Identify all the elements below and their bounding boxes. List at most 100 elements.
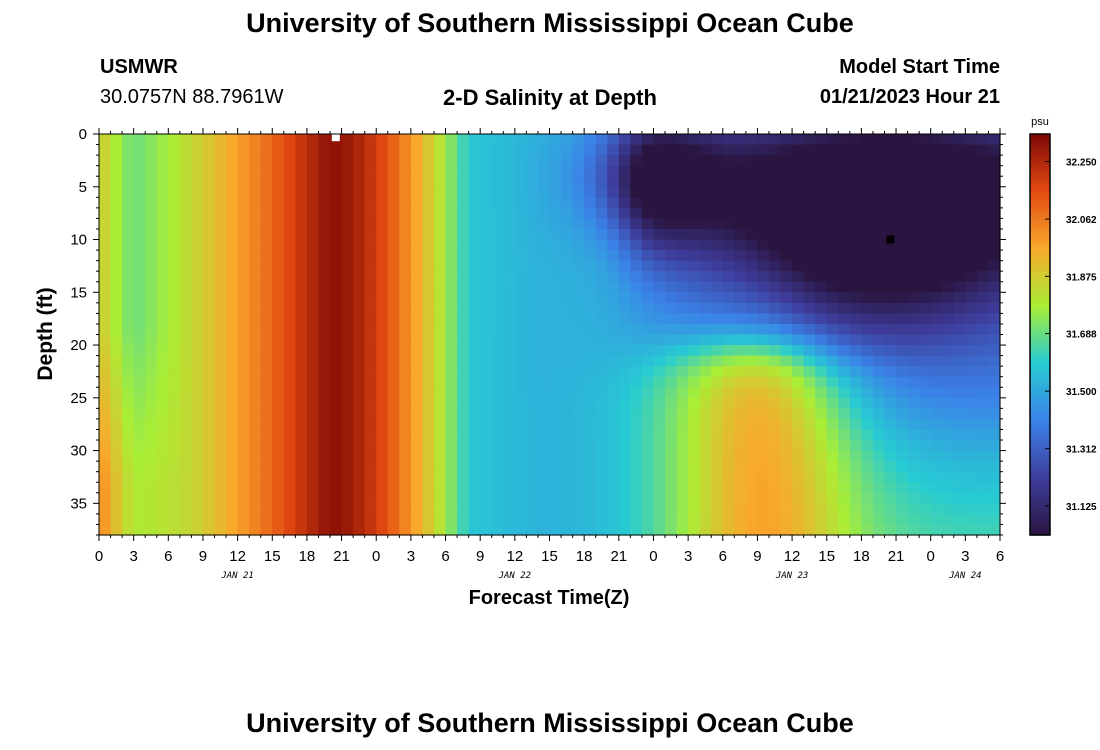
colorbar-segment	[1030, 287, 1050, 292]
heatmap-cell	[445, 429, 458, 441]
heatmap-cell	[872, 524, 886, 536]
x-tick-label: 21	[610, 548, 627, 565]
colorbar-segment	[1030, 134, 1050, 138]
heatmap-cell	[976, 144, 990, 156]
heatmap-cell	[341, 408, 354, 420]
heatmap-cell	[491, 461, 504, 473]
heatmap-cell	[803, 345, 816, 357]
heatmap-cell	[364, 228, 377, 241]
heatmap-cell	[480, 366, 493, 378]
heatmap-cell	[988, 207, 1001, 220]
heatmap-cell	[803, 429, 816, 441]
heatmap-cell	[202, 492, 216, 504]
heatmap-cell	[607, 228, 620, 241]
heatmap-cell	[445, 513, 458, 526]
heatmap-cell	[364, 376, 377, 388]
heatmap-cell	[942, 429, 955, 441]
heatmap-cell	[353, 513, 366, 526]
heatmap-cell	[549, 155, 562, 167]
heatmap-cell	[630, 271, 643, 283]
heatmap-cell	[861, 302, 874, 314]
heatmap-cell	[237, 408, 250, 420]
heatmap-cell	[457, 408, 470, 420]
heatmap-cell	[214, 292, 227, 304]
heatmap-cell	[561, 440, 574, 452]
heatmap-cell	[433, 387, 447, 399]
heatmap-cell	[930, 165, 943, 177]
heatmap-cell	[872, 376, 886, 388]
heatmap-cell	[919, 471, 932, 483]
heatmap-cell	[907, 429, 920, 441]
heatmap-cell	[965, 176, 978, 188]
heatmap-cell	[711, 155, 724, 167]
heatmap-cell	[930, 376, 943, 388]
heatmap-cell	[618, 397, 631, 409]
heatmap-cell	[976, 250, 990, 262]
heatmap-cell	[584, 302, 597, 314]
heatmap-cell	[491, 176, 504, 188]
heatmap-cell	[249, 482, 262, 494]
heatmap-cell	[468, 482, 481, 494]
heatmap-cell	[665, 165, 678, 177]
heatmap-cell	[387, 355, 400, 367]
heatmap-cell	[503, 197, 516, 209]
heatmap-cell	[202, 271, 216, 283]
heatmap-cell	[272, 471, 285, 483]
heatmap-cell	[699, 292, 712, 304]
heatmap-cell	[965, 450, 978, 462]
heatmap-cell	[618, 144, 631, 156]
heatmap-cell	[376, 345, 389, 357]
heatmap-cell	[318, 345, 331, 357]
heatmap-cell	[468, 429, 481, 441]
heatmap-cell	[214, 440, 227, 452]
heatmap-cell	[815, 355, 828, 367]
heatmap-cell	[768, 186, 782, 198]
heatmap-cell	[607, 524, 620, 536]
heatmap-cell	[745, 376, 759, 388]
heatmap-cell	[364, 513, 377, 526]
heatmap-cell	[341, 482, 354, 494]
heatmap-cell	[202, 450, 216, 462]
heatmap-cell	[387, 334, 400, 346]
heatmap-cell	[480, 397, 493, 409]
heatmap-cell	[156, 461, 169, 473]
heatmap-cell	[803, 218, 816, 230]
heatmap-cell	[306, 418, 320, 431]
heatmap-cell	[537, 218, 551, 230]
heatmap-cell	[826, 186, 839, 198]
heatmap-cell	[792, 429, 805, 441]
heatmap-cell	[768, 492, 782, 504]
heatmap-cell	[942, 197, 955, 209]
heatmap-cell	[226, 186, 239, 198]
heatmap-cell	[122, 450, 135, 462]
heatmap-cell	[168, 334, 181, 346]
x-tick-label: 21	[888, 548, 905, 565]
heatmap-cell	[745, 260, 759, 272]
heatmap-cell	[99, 366, 112, 378]
heatmap-cell	[676, 313, 689, 325]
heatmap-cell	[618, 292, 631, 304]
heatmap-cell	[965, 281, 978, 293]
heatmap-cell	[283, 461, 296, 473]
heatmap-cell	[422, 134, 435, 146]
heatmap-cell	[445, 408, 458, 420]
heatmap-cell	[514, 250, 527, 262]
heatmap-cell	[618, 134, 631, 146]
heatmap-cell	[364, 155, 377, 167]
heatmap-cell	[872, 260, 886, 272]
heatmap-cell	[988, 429, 1001, 441]
heatmap-cell	[168, 418, 181, 431]
heatmap-cell	[561, 292, 574, 304]
heatmap-cell	[514, 165, 527, 177]
heatmap-cell	[364, 461, 377, 473]
heatmap-cell	[156, 323, 169, 336]
heatmap-cell	[653, 471, 666, 483]
heatmap-cell	[330, 186, 343, 198]
heatmap-cell	[353, 397, 366, 409]
heatmap-cell	[907, 239, 920, 251]
heatmap-cell	[988, 323, 1001, 336]
heatmap-cell	[99, 313, 112, 325]
heatmap-cell	[422, 155, 435, 167]
heatmap-cell	[792, 450, 805, 462]
heatmap-cell	[306, 218, 320, 230]
